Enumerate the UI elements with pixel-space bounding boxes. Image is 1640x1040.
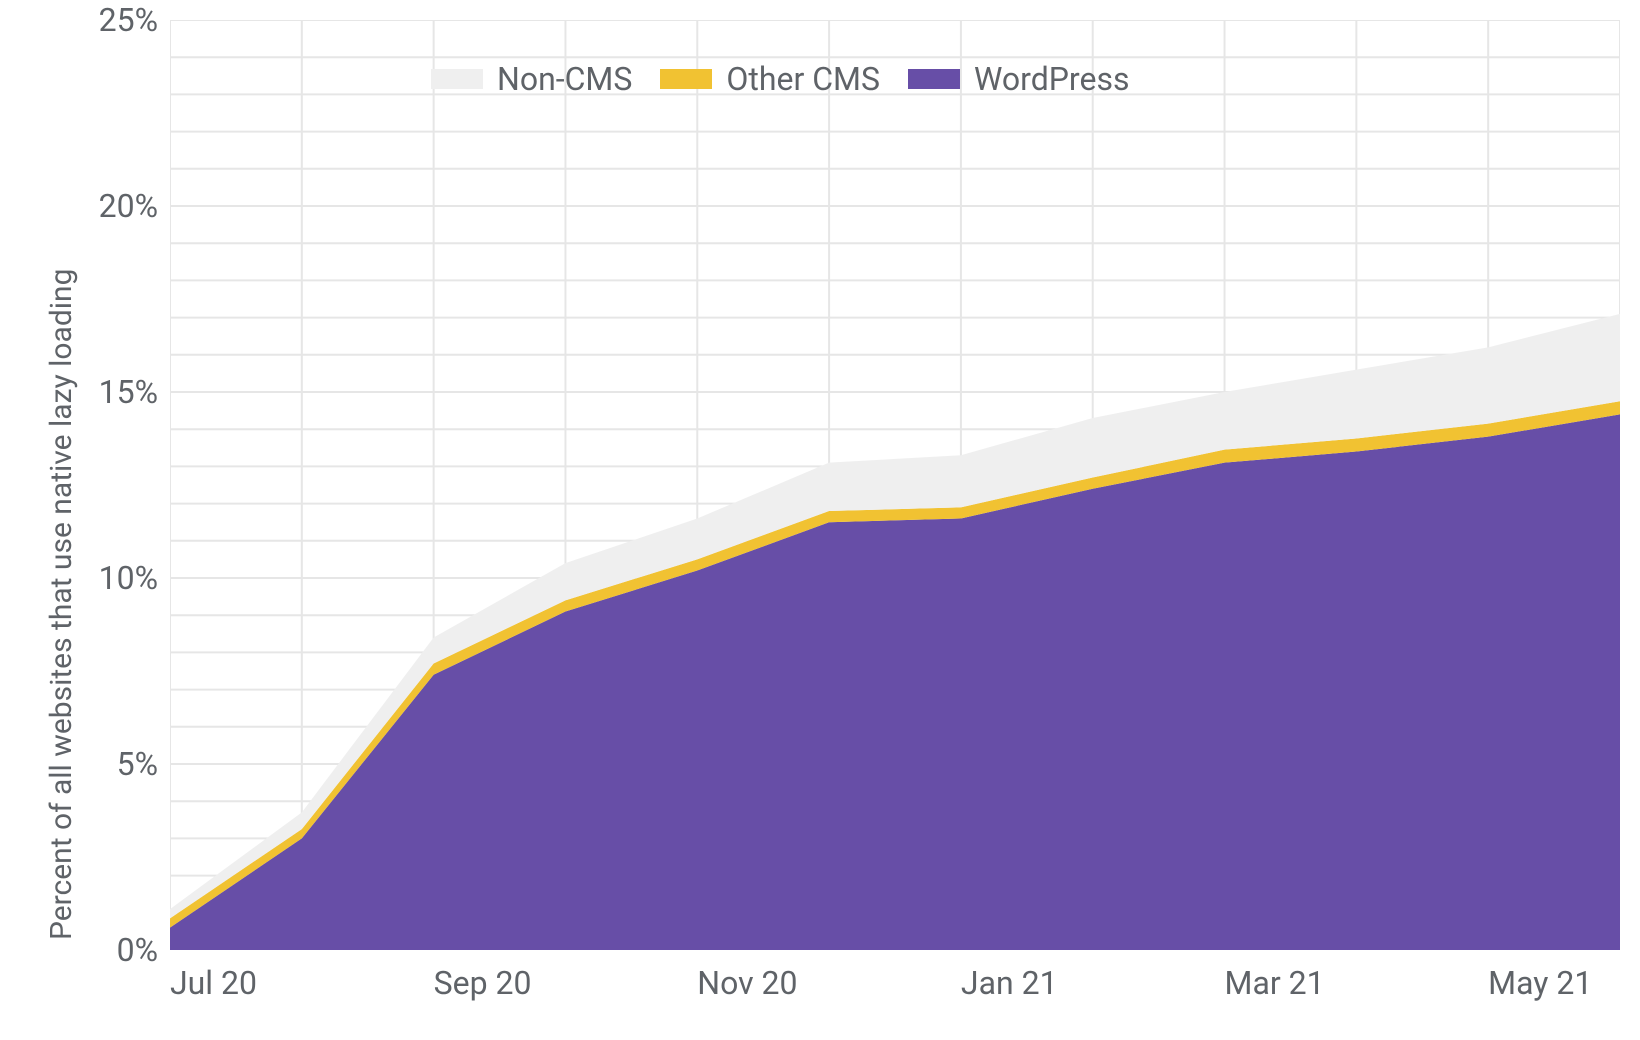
y-tick-label: 20%	[99, 187, 158, 225]
y-tick-label: 5%	[117, 745, 158, 783]
x-tick-label: Nov 20	[697, 964, 797, 1002]
legend-swatch	[908, 69, 960, 89]
y-tick-label: 0%	[117, 931, 158, 969]
y-tick-label: 25%	[99, 1, 158, 39]
x-tick-label: Jan 21	[961, 964, 1058, 1002]
x-tick-label: Sep 20	[434, 964, 532, 1002]
legend-item-non-cms: Non-CMS	[431, 60, 632, 98]
y-tick-label: 10%	[99, 559, 158, 597]
y-tick-label: 15%	[99, 373, 158, 411]
x-tick-label: Jul 20	[170, 964, 257, 1002]
y-axis-title: Percent of all websites that use native …	[44, 269, 79, 940]
legend-label: Other CMS	[726, 60, 880, 98]
legend: Non-CMS Other CMS WordPress	[431, 60, 1129, 98]
x-tick-label: May 21	[1488, 964, 1592, 1002]
legend-swatch	[660, 69, 712, 89]
legend-item-wordpress: WordPress	[908, 60, 1129, 98]
x-tick-label: Mar 21	[1225, 964, 1325, 1002]
lazy-loading-adoption-chart: Percent of all websites that use native …	[0, 0, 1640, 1040]
plot-area	[170, 20, 1620, 950]
legend-label: WordPress	[974, 60, 1129, 98]
legend-label: Non-CMS	[497, 60, 632, 98]
legend-item-other-cms: Other CMS	[660, 60, 880, 98]
legend-swatch	[431, 69, 483, 89]
